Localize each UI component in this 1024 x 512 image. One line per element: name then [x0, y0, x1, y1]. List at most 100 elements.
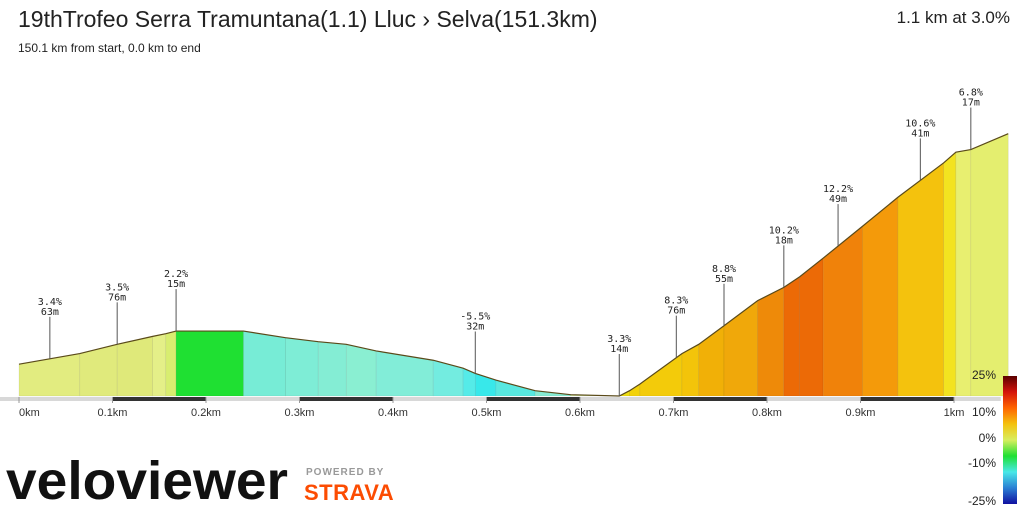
legend-label: 0% [979, 431, 997, 445]
axis-band [486, 397, 580, 401]
profile-segment[interactable] [432, 359, 464, 397]
strava-logo[interactable]: STRAVA [304, 480, 395, 505]
x-tick-label: 0km [19, 407, 40, 419]
x-tick: 0.1km [98, 397, 128, 419]
annotation-length: 76m [667, 306, 685, 317]
annotation-length: 32m [466, 321, 484, 332]
axis-band [112, 397, 206, 401]
legend-label: -10% [968, 456, 996, 470]
annotation-length: 18m [775, 235, 793, 246]
annotation-length: 76m [108, 292, 126, 303]
x-tick-label: 0.7km [659, 407, 689, 419]
annotation-grade: 2.2% [164, 269, 188, 280]
annotation-length: 49m [829, 194, 847, 205]
annotation-grade: 3.4% [38, 297, 62, 308]
annotation-length: 14m [610, 344, 628, 355]
grade-annotation[interactable]: 6.8%17m [959, 88, 983, 150]
grade-annotation[interactable]: 10.6%41m [905, 118, 935, 181]
grade-annotations: 3.4%63m3.5%76m2.2%15m-5.5%32m3.3%14m8.3%… [38, 88, 983, 396]
profile-segment[interactable] [943, 151, 957, 397]
grade-annotation[interactable]: 2.2%15m [164, 269, 188, 332]
veloviewer-logo[interactable]: veloviewer [6, 445, 296, 507]
profile-segment[interactable] [955, 149, 972, 397]
profile-segment[interactable] [116, 336, 154, 397]
legend-label: 10% [972, 405, 996, 419]
x-tick: 0.8km [752, 397, 782, 419]
annotation-grade: 10.6% [905, 118, 935, 129]
annotation-grade: 10.2% [769, 225, 799, 236]
annotation-grade: 6.8% [959, 88, 983, 99]
profile-segment[interactable] [495, 379, 536, 397]
legend-label: 25% [972, 368, 996, 382]
profile-segment[interactable] [897, 162, 945, 397]
annotation-grade: 8.3% [664, 296, 688, 307]
segment-summary: 1.1 km at 3.0% [896, 8, 1010, 27]
annotation-length: 55m [715, 274, 733, 285]
axis-band [860, 397, 954, 401]
grade-annotation[interactable]: 8.8%55m [712, 264, 736, 326]
distance-axis: 0km 0.1km 0.2km 0.3km 0.4km 0.5km 0.6km 0.7km 0.… [0, 397, 1001, 419]
profile-segment[interactable] [822, 225, 863, 397]
x-tick: 0.6km [565, 397, 595, 419]
annotation-grade: 3.5% [105, 282, 129, 293]
annotation-length: 15m [167, 279, 185, 290]
annotation-length: 41m [911, 128, 929, 139]
profile-segment[interactable] [152, 333, 167, 397]
annotation-grade: 12.2% [823, 184, 853, 195]
profile-segment[interactable] [799, 257, 824, 397]
grade-annotation[interactable]: 3.4%63m [38, 297, 62, 359]
profile-segment[interactable] [175, 330, 244, 397]
x-tick-label: 0.4km [378, 407, 408, 419]
grade-annotation[interactable]: 10.2%18m [769, 225, 799, 288]
profile-segment[interactable] [639, 353, 683, 397]
x-tick-label: 1km [944, 407, 965, 419]
x-tick-label: 0.3km [285, 407, 315, 419]
profile-segment[interactable] [317, 341, 347, 397]
profile-segment[interactable] [165, 330, 177, 397]
profile-segment[interactable] [970, 133, 1009, 397]
legend-colorbar [1003, 376, 1017, 504]
powered-by-label: POWERED BY [306, 467, 385, 478]
profile-segment[interactable] [757, 286, 785, 397]
elevation-line [18, 133, 1009, 397]
segment-position-subtitle: 150.1 km from start, 0.0 km to end [18, 41, 201, 55]
x-tick: 0.7km [659, 397, 689, 419]
x-tick-label: 0.2km [191, 407, 221, 419]
grade-annotation[interactable]: 8.3%76m [664, 296, 688, 358]
x-tick: 0.9km [846, 397, 876, 419]
x-tick: 0.4km [378, 397, 408, 419]
grade-annotation[interactable]: -5.5%32m [460, 311, 490, 374]
grade-annotation[interactable]: 3.5%76m [105, 282, 129, 345]
annotation-grade: 8.8% [712, 264, 736, 275]
profile-outline [18, 133, 1009, 397]
x-tick: 0.2km [191, 397, 221, 419]
profile-segment[interactable] [723, 300, 758, 397]
grade-annotation[interactable]: 12.2%49m [823, 184, 853, 247]
annotation-length: 17m [962, 98, 980, 109]
x-tick-label: 0.5km [472, 407, 502, 419]
annotation-length: 63m [41, 307, 59, 318]
profile-segment[interactable] [18, 353, 81, 397]
profile-segment[interactable] [783, 276, 801, 397]
x-tick-label: 0.1km [98, 407, 128, 419]
x-tick: 0.5km [472, 397, 502, 419]
grade-annotation[interactable]: 3.3%14m [607, 334, 631, 396]
profile-segment[interactable] [862, 196, 899, 397]
x-tick: 0.3km [285, 397, 315, 419]
chart-title: 19thTrofeo Serra Tramuntana(1.1) Lluc › … [18, 6, 598, 32]
x-tick: 1km [944, 397, 965, 419]
profile-segment[interactable] [285, 337, 319, 397]
veloviewer-logo-text: veloviewer [6, 451, 288, 507]
profile-segments [18, 133, 1009, 397]
gradient-legend: 25% 10% 0% -10% -25% [968, 368, 1017, 508]
profile-segment[interactable] [698, 325, 725, 397]
profile-segment[interactable] [345, 343, 377, 397]
x-tick-label: 0.9km [846, 407, 876, 419]
x-tick: 0km [18, 397, 40, 419]
axis-band [673, 397, 767, 401]
annotation-grade: -5.5% [460, 311, 490, 322]
annotation-grade: 3.3% [607, 334, 631, 345]
profile-segment[interactable] [375, 350, 434, 397]
profile-segment[interactable] [243, 330, 286, 397]
